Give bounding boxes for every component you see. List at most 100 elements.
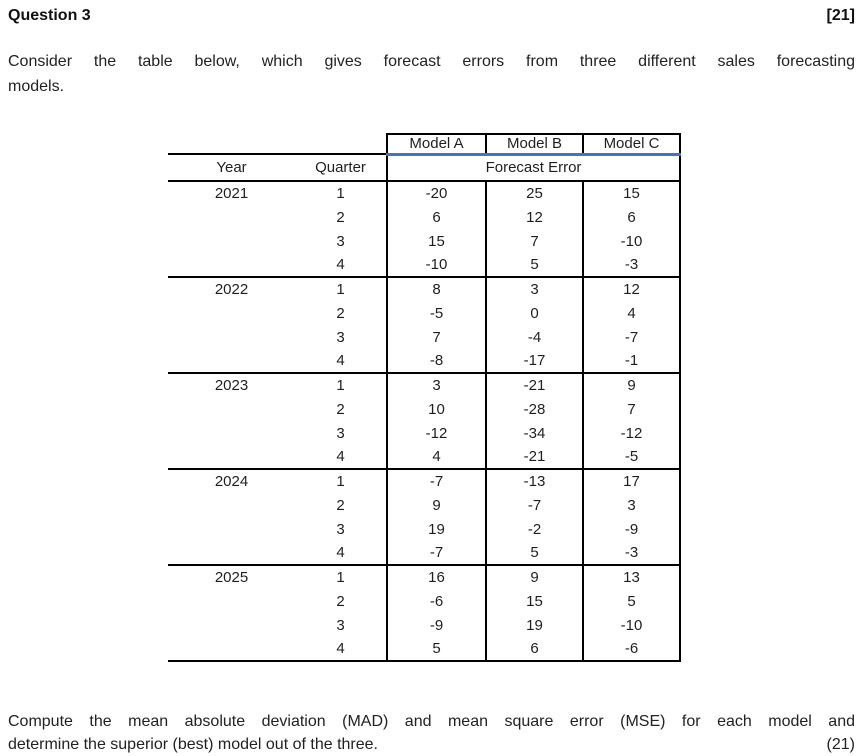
model-a-value-cell: -5	[386, 301, 487, 325]
model-a-value-cell: 9	[386, 493, 487, 517]
model-c-value-cell: -10	[582, 229, 681, 253]
quarter-cell: 4	[336, 544, 345, 561]
model-b-value-cell: -28	[485, 397, 584, 421]
question-part-marks: (21)	[826, 736, 855, 753]
model-b-value-cell: -2	[485, 517, 584, 541]
table-row: 3 15 7 -10	[168, 229, 681, 253]
model-b-value-cell: 5	[485, 541, 584, 565]
model-b-value-cell: -17	[485, 349, 584, 373]
table-row: 2025 1 16 9 13	[168, 564, 681, 589]
year-cell: 2021	[168, 180, 295, 205]
model-a-value-cell: -7	[386, 541, 487, 565]
year-cell	[168, 541, 295, 565]
quarter-cell: 1	[295, 468, 387, 493]
blank-corner-cell	[168, 134, 295, 154]
year-cell	[168, 229, 295, 253]
year-cell	[168, 589, 295, 613]
model-b-value-cell: -13	[485, 468, 584, 493]
year-cell	[168, 397, 295, 421]
table-row: 4 5 6 -6	[168, 637, 681, 662]
quarter-cell: 3	[336, 328, 345, 346]
model-b-value-cell: -21	[485, 445, 584, 469]
model-c-value-cell: 6	[582, 205, 681, 229]
model-b-value-cell: 12	[485, 205, 584, 229]
model-b-value-cell: 25	[485, 180, 584, 205]
table-row: 2021 1 -20 25 15	[168, 180, 681, 205]
model-a-value-cell: -8	[386, 349, 487, 373]
model-a-value-cell: 7	[386, 325, 487, 349]
table-row: 2 -5 0 4	[168, 301, 681, 325]
model-a-value-cell: -12	[386, 421, 487, 445]
year-cell: 2024	[168, 468, 295, 493]
table-row: 4 -8 -17 -1	[168, 349, 681, 373]
model-b-value-cell: -7	[485, 493, 584, 517]
table-row: 3 -12 -34 -12	[168, 421, 681, 445]
model-c-value-cell: -12	[582, 421, 681, 445]
question-line-2: determine the superior (best) model out …	[8, 733, 855, 756]
table-row: 2 6 12 6	[168, 205, 681, 229]
quarter-cell: 2	[336, 208, 345, 226]
model-a-value-cell: -9	[386, 613, 487, 637]
year-cell	[168, 325, 295, 349]
year-cell	[168, 253, 295, 277]
model-c-value-cell: 4	[582, 301, 681, 325]
model-a-value-cell: 8	[386, 276, 487, 301]
model-a-value-cell: 4	[386, 445, 487, 469]
model-c-value-cell: -7	[582, 325, 681, 349]
model-c-value-cell: 17	[582, 468, 681, 493]
model-b-value-cell: 3	[485, 276, 584, 301]
table-row: 3 -9 19 -10	[168, 613, 681, 637]
table-row: 3 19 -2 -9	[168, 517, 681, 541]
table-row: 2 10 -28 7	[168, 397, 681, 421]
table-row: 2024 1 -7 -13 17	[168, 468, 681, 493]
quarter-cell: 1	[295, 372, 387, 397]
quarter-cell: 2	[336, 592, 345, 610]
column-header-row: Year Quarter Forecast Error	[168, 152, 681, 182]
model-a-value-cell: 10	[386, 397, 487, 421]
year-cell	[168, 205, 295, 229]
model-a-value-cell: 6	[386, 205, 487, 229]
table-row: 2 9 -7 3	[168, 493, 681, 517]
model-header-row: Model A Model B Model C	[168, 133, 681, 156]
question-header: Question 3 [21]	[8, 7, 855, 25]
model-c-header: Model C	[582, 133, 681, 156]
model-c-value-cell: -3	[582, 541, 681, 565]
table-body: 2021 1 -20 25 15 2 6 12 6 3 15 7 -10 4 -10 5 -3 2022 1 8 3 12…	[168, 180, 681, 662]
year-cell: 2023	[168, 372, 295, 397]
table-row: 4 -7 5 -3	[168, 541, 681, 565]
model-c-value-cell: 15	[582, 180, 681, 205]
model-b-value-cell: -4	[485, 325, 584, 349]
intro-line-1: Consider the table below, which gives fo…	[8, 53, 855, 70]
question-line-1: Compute the mean absolute deviation (MAD…	[8, 713, 855, 730]
year-cell	[168, 613, 295, 637]
year-cell: 2025	[168, 564, 295, 589]
question-total-marks: [21]	[826, 7, 855, 24]
model-c-value-cell: 12	[582, 276, 681, 301]
model-a-value-cell: 16	[386, 564, 487, 589]
year-cell	[168, 493, 295, 517]
question-line-2-text: determine the superior (best) model out …	[8, 736, 378, 753]
intro-paragraph: Consider the table below, which gives fo…	[8, 49, 855, 99]
year-cell	[168, 517, 295, 541]
quarter-column-header: Quarter	[295, 153, 387, 182]
quarter-cell: 3	[336, 424, 345, 442]
model-b-value-cell: -34	[485, 421, 584, 445]
model-b-value-cell: 19	[485, 613, 584, 637]
model-a-value-cell: 15	[386, 229, 487, 253]
quarter-cell: 2	[336, 400, 345, 418]
quarter-cell: 3	[336, 616, 345, 634]
model-c-value-cell: -3	[582, 253, 681, 277]
model-c-value-cell: 7	[582, 397, 681, 421]
model-c-value-cell: 5	[582, 589, 681, 613]
quarter-cell: 4	[336, 256, 345, 273]
table-row: 2022 1 8 3 12	[168, 276, 681, 301]
model-b-value-cell: 7	[485, 229, 584, 253]
question-title: Question 3	[8, 7, 91, 24]
year-column-header: Year	[168, 153, 295, 182]
model-a-header: Model A	[386, 133, 487, 156]
model-a-value-cell: -6	[386, 589, 487, 613]
year-cell	[168, 421, 295, 445]
forecast-error-span-header: Forecast Error	[386, 152, 681, 182]
year-cell: 2022	[168, 276, 295, 301]
model-a-value-cell: -10	[386, 253, 487, 277]
